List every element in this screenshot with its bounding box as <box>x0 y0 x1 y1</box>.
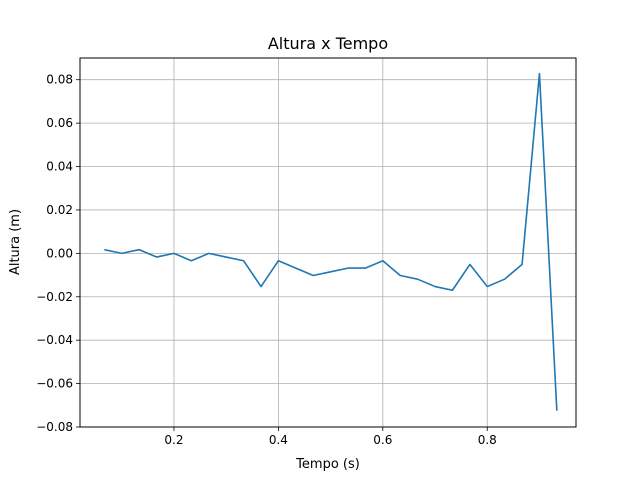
y-tick-label: 0.02 <box>46 203 73 217</box>
y-tick-label: 0.08 <box>46 73 73 87</box>
y-axis-ticks: −0.08 −0.06 −0.04 −0.02 0.00 0.02 0.04 0.06 0.08 <box>36 73 80 434</box>
x-tick-label: 0.6 <box>373 433 392 447</box>
series-layer <box>104 72 558 411</box>
x-tick-label: 0.2 <box>164 433 183 447</box>
chart-title: Altura x Tempo <box>268 34 388 53</box>
y-axis-label: Altura (m) <box>8 209 23 275</box>
y-tick-label: −0.06 <box>36 377 73 391</box>
x-tick-label: 0.8 <box>478 433 497 447</box>
y-tick-label: −0.08 <box>36 420 73 434</box>
series-line <box>104 72 558 411</box>
y-tick-label: −0.02 <box>36 290 73 304</box>
y-tick-label: 0.04 <box>46 160 73 174</box>
x-axis-label: Tempo (s) <box>295 457 360 472</box>
plot-frame <box>79 57 577 428</box>
y-tick-label: 0.00 <box>46 246 73 260</box>
x-axis-ticks: 0.2 0.4 0.6 0.8 <box>164 427 497 447</box>
x-tick-label: 0.4 <box>269 433 288 447</box>
y-tick-label: 0.06 <box>46 116 73 130</box>
y-tick-label: −0.04 <box>36 333 73 347</box>
